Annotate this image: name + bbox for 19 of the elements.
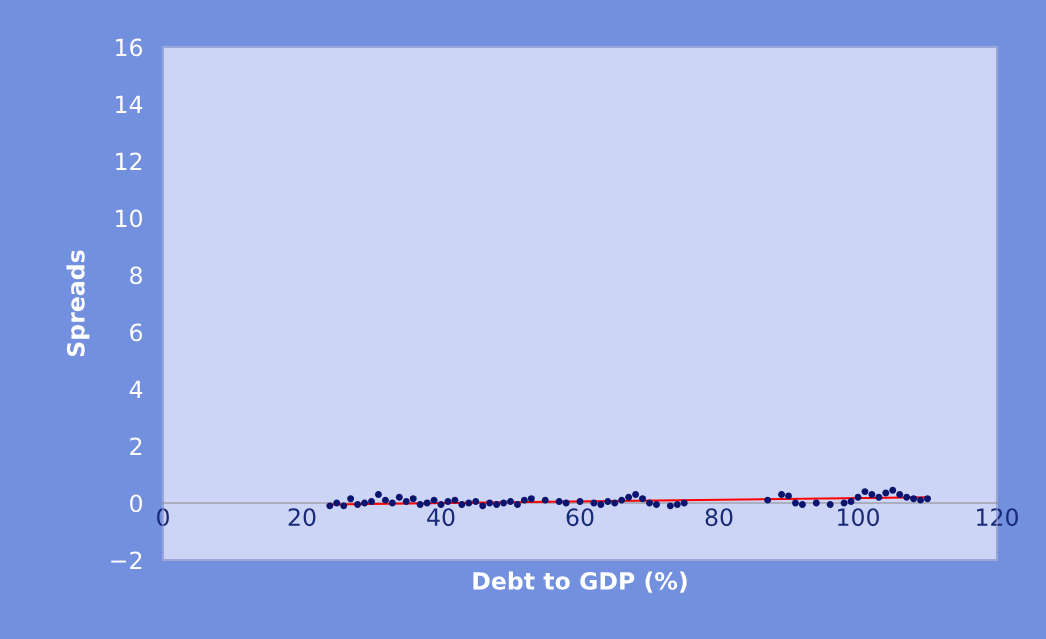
y-tick-label: −2 [111, 551, 142, 569]
x-tick-label: 100 [838, 508, 879, 527]
x-tick-label: 80 [705, 508, 733, 527]
y-tick-label: 4 [129, 380, 143, 398]
x-tick-label: 20 [288, 508, 316, 527]
x-tick-label: 120 [977, 508, 1018, 527]
x-tick-label: 0 [157, 508, 169, 527]
y-tick-label: 2 [130, 437, 142, 455]
y-axis-title: Spreads [66, 250, 90, 357]
y-tick-label: 10 [116, 209, 142, 228]
y-tick-label: 8 [130, 266, 142, 285]
x-tick-label: 60 [566, 508, 594, 527]
x-axis-title: Debt to GDP (%) [473, 571, 687, 593]
x-tick-label: 40 [427, 508, 455, 527]
y-tick-label: 6 [130, 323, 143, 342]
y-tick-label: 0 [130, 494, 142, 513]
y-tick-label: 12 [116, 152, 142, 170]
y-tick-label: 14 [116, 95, 143, 113]
y-tick-label: 16 [116, 38, 143, 57]
